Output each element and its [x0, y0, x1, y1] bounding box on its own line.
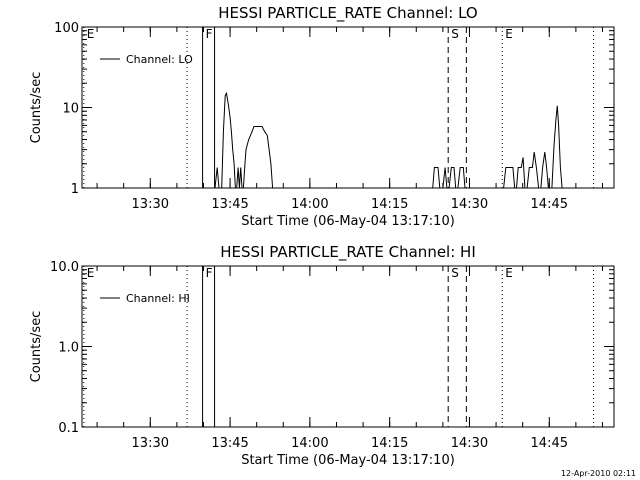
y-tick-label: 1.0	[58, 341, 79, 356]
chart-panel-1: HESSI PARTICLE_RATE Channel: LO Counts/se…	[29, 4, 615, 229]
y-axis-label: Counts/sec	[29, 311, 44, 383]
event-marker-label: E	[87, 27, 95, 41]
x-tick-label: 13:45	[211, 436, 248, 451]
x-tick-label: 14:45	[531, 197, 568, 212]
event-marker-label: E	[87, 266, 95, 280]
x-axis-label: Start Time (06-May-04 13:17:10)	[241, 214, 455, 229]
x-tick-label: 13:30	[132, 197, 169, 212]
x-tick-label: 14:00	[291, 197, 328, 212]
series-line-1	[503, 105, 563, 189]
event-marker-label: F	[206, 266, 213, 280]
x-tick-label: 13:45	[211, 197, 248, 212]
plot-frame	[81, 26, 615, 189]
x-tick-label: 13:30	[132, 436, 169, 451]
footer-timestamp: 12-Apr-2010 02:11	[561, 469, 636, 478]
x-tick-label: 14:15	[371, 436, 408, 451]
y-tick-label: 0.1	[58, 421, 79, 436]
x-tick-label: 14:45	[531, 436, 568, 451]
event-marker-label: S	[451, 27, 459, 41]
plot-frame	[81, 265, 615, 428]
x-axis-label: Start Time (06-May-04 13:17:10)	[241, 453, 455, 468]
y-axis-label: Counts/sec	[29, 72, 44, 144]
legend-entry: Channel: LO	[126, 53, 193, 66]
y-tick-label: 100	[54, 21, 79, 36]
x-tick-label: 14:15	[371, 197, 408, 212]
y-tick-label: 10.0	[50, 260, 79, 275]
x-tick-label: 14:30	[451, 197, 488, 212]
series-line-1	[214, 91, 274, 189]
event-marker-label: E	[505, 266, 513, 280]
legend-entry: Channel: HI	[126, 292, 190, 305]
y-tick-label: 1	[71, 182, 79, 197]
chart-panel-2: HESSI PARTICLE_RATE Channel: HI Counts/se…	[29, 243, 615, 468]
x-tick-label: 14:30	[451, 436, 488, 451]
chart-title: HESSI PARTICLE_RATE Channel: LO	[218, 4, 477, 23]
event-marker-label: S	[451, 266, 459, 280]
chart-title: HESSI PARTICLE_RATE Channel: HI	[220, 243, 476, 262]
event-marker-label: E	[505, 27, 513, 41]
event-marker-label: F	[206, 27, 213, 41]
series-line-1	[432, 167, 466, 189]
y-tick-label: 10	[62, 102, 79, 117]
x-tick-label: 14:00	[291, 436, 328, 451]
